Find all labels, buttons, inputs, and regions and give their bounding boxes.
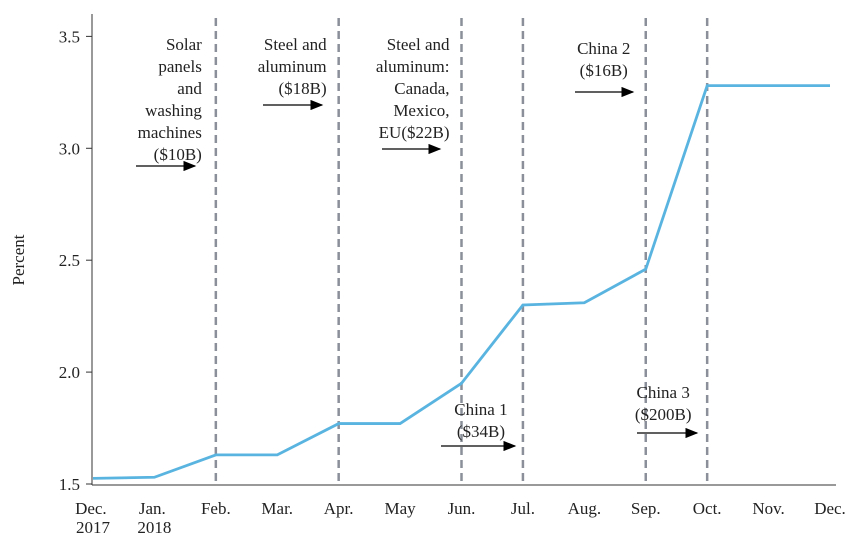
y-axis-label: Percent — [9, 234, 28, 285]
event-label: panels — [158, 57, 201, 76]
y-tick-label: 2.5 — [59, 251, 80, 270]
x-tick-label: Dec. — [814, 499, 846, 518]
event-label: ($16B) — [580, 61, 628, 80]
x-tick-label: Aug. — [568, 499, 602, 518]
event-label: China 3 — [636, 383, 689, 402]
x-tick-label: Jul. — [511, 499, 535, 518]
x-tick-label: Mar. — [261, 499, 293, 518]
event-label: and — [177, 79, 202, 98]
event-label: aluminum — [258, 57, 327, 76]
event-label: Canada, — [394, 79, 449, 98]
y-tick-label: 2.0 — [59, 363, 80, 382]
event-label: China 2 — [577, 39, 630, 58]
x-tick-label: Dec. 2017 — [75, 499, 111, 535]
event-label: aluminum: — [376, 57, 450, 76]
event-label: Steel and — [387, 35, 450, 54]
event-label: washing — [145, 101, 202, 120]
event-label: Solar — [166, 35, 202, 54]
x-tick-label: Apr. — [324, 499, 354, 518]
event-label: Steel and — [264, 35, 327, 54]
x-tick-label: May — [384, 499, 416, 518]
data-line — [92, 84, 830, 480]
y-tick-label: 3.5 — [59, 27, 80, 46]
event-label: ($34B) — [457, 422, 505, 441]
event-label: ($18B) — [278, 79, 326, 98]
event-label: China 1 — [454, 400, 507, 419]
event-label: EU($22B) — [379, 123, 450, 142]
event-label: Mexico, — [393, 101, 449, 120]
event-label: ($10B) — [154, 145, 202, 164]
x-tick-label: Feb. — [201, 499, 231, 518]
x-tick-label: Jan. 2018 — [137, 499, 171, 535]
x-tick-label: Sep. — [631, 499, 661, 518]
y-tick-label: 3.0 — [59, 139, 80, 158]
event-label: machines — [138, 123, 202, 142]
x-tick-label: Oct. — [693, 499, 722, 518]
event-label: ($200B) — [635, 405, 692, 424]
x-tick-label: Jun. — [448, 499, 476, 518]
x-tick-label: Nov. — [752, 499, 784, 518]
y-tick-label: 1.5 — [59, 475, 80, 494]
